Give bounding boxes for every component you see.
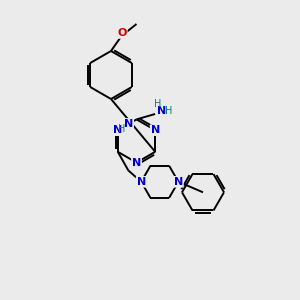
Text: N: N: [157, 106, 166, 116]
Text: N: N: [124, 119, 133, 129]
Text: N: N: [132, 158, 141, 168]
Text: N: N: [151, 125, 160, 135]
Text: N: N: [136, 177, 146, 187]
Text: N: N: [113, 125, 122, 135]
Text: H: H: [154, 99, 161, 110]
Text: N: N: [174, 177, 183, 187]
Text: H: H: [165, 106, 172, 116]
Text: O: O: [117, 28, 127, 38]
Text: H: H: [118, 124, 125, 134]
